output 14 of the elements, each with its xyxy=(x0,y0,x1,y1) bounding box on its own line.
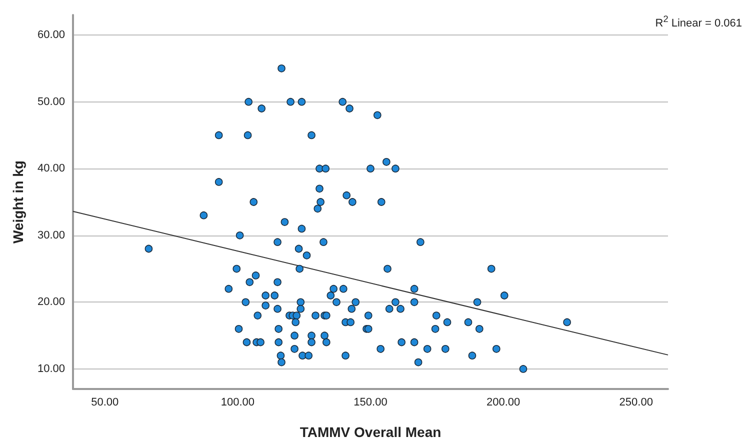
y-tick-label: 60.00 xyxy=(37,29,65,42)
y-tick-label: 50.00 xyxy=(37,96,65,108)
x-tick-label: 150.00 xyxy=(354,396,388,408)
x-tick-label: 50.00 xyxy=(91,396,119,408)
y-tick-label: 20.00 xyxy=(37,296,65,308)
x-tick-label: 200.00 xyxy=(486,396,520,408)
x-tick-label: 100.00 xyxy=(220,396,255,408)
x-axis-title: TAMMV Overall Mean xyxy=(300,424,442,440)
y-tick-label: 10.00 xyxy=(37,362,65,375)
y-axis-title: Weight in kg xyxy=(10,160,26,244)
y-tick-label: 40.00 xyxy=(37,162,65,175)
x-tick-label: 250.00 xyxy=(619,396,653,408)
annotation: R$^{2}$ Linear = 0.061 xyxy=(655,14,742,30)
y-tick-label: 30.00 xyxy=(37,229,65,242)
